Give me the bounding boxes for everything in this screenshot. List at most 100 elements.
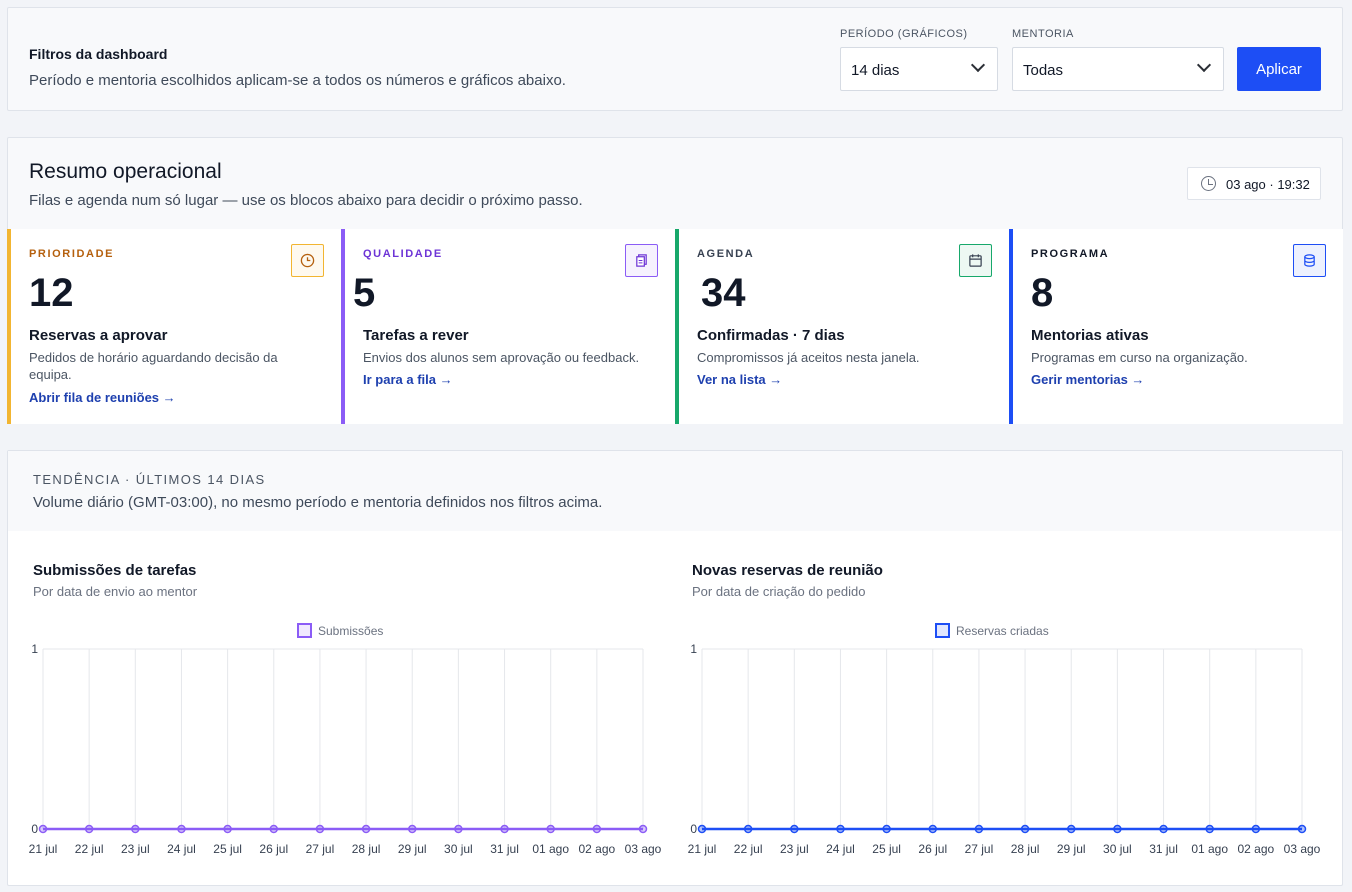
go-to-queue-link[interactable]: Ir para a fila → <box>363 372 453 387</box>
kpi-name: Mentorias ativas <box>1031 327 1149 344</box>
x-tick-label: 31 jul <box>490 842 519 856</box>
data-point[interactable] <box>974 824 984 834</box>
submissions-chart: Submissões 0 1 21 jul 22 jul 23 jul 24 jul 25 j… <box>29 623 662 856</box>
dashboard-filters-panel: Filtros da dashboard Período e mentoria … <box>7 7 1343 111</box>
clipboard-icon <box>625 244 658 277</box>
meeting-bookings-chart: Reservas criadas 0 1 21 jul 22 jul 23 jul 24 j… <box>688 623 1321 856</box>
data-point[interactable] <box>315 824 325 834</box>
data-point[interactable] <box>638 824 648 834</box>
x-tick-label: 27 jul <box>965 842 994 856</box>
kpi-card-quality: QUALIDADE 5 Tarefas a rever Envios dos a… <box>341 229 675 424</box>
kpi-value: 5 <box>353 271 376 315</box>
filters-subtitle: Período e mentoria escolhidos aplicam-se… <box>29 72 566 89</box>
data-point[interactable] <box>1251 824 1261 834</box>
kpi-tag: PRIORIDADE <box>29 248 115 260</box>
x-tick-label: 02 ago <box>578 842 615 856</box>
mentoring-label: MENTORIA <box>1012 28 1074 40</box>
chart-title: Submissões de tarefas <box>33 562 197 579</box>
x-tick-label: 30 jul <box>444 842 473 856</box>
x-tick-label: 26 jul <box>918 842 947 856</box>
x-tick-label: 01 ago <box>1191 842 1228 856</box>
data-point[interactable] <box>1159 824 1168 834</box>
open-meetings-queue-link[interactable]: Abrir fila de reuniões → <box>29 390 176 405</box>
view-list-link[interactable]: Ver na lista → <box>697 372 783 387</box>
legend-swatch <box>297 623 312 638</box>
data-point[interactable] <box>1297 824 1307 834</box>
kpi-description: Pedidos de horário aguardando decisão da… <box>29 350 278 382</box>
kpi-tag: QUALIDADE <box>363 248 443 260</box>
data-point[interactable] <box>928 824 938 834</box>
timestamp-badge: 03 ago · 19:32 <box>1187 167 1321 200</box>
kpi-value: 34 <box>701 271 746 315</box>
data-point[interactable] <box>546 824 555 834</box>
data-point[interactable] <box>361 824 371 834</box>
trend-panel: TENDÊNCIA · ÚLTIMOS 14 DIAS Volume diári… <box>7 450 1343 886</box>
summary-title: Resumo operacional <box>29 160 222 183</box>
period-select[interactable]: 14 dias <box>840 47 998 91</box>
data-point[interactable] <box>1066 824 1076 834</box>
data-point[interactable] <box>407 824 417 834</box>
database-icon <box>1293 244 1326 277</box>
kpi-card-agenda: AGENDA 34 Confirmadas · 7 dias Compromis… <box>675 229 1009 424</box>
period-select-value: 14 dias <box>851 62 900 79</box>
data-point[interactable] <box>84 824 94 834</box>
x-tick-label: 30 jul <box>1103 842 1132 856</box>
kpi-value: 8 <box>1031 271 1054 315</box>
kpi-name: Tarefas a rever <box>363 327 469 344</box>
data-point[interactable] <box>223 824 232 834</box>
data-point[interactable] <box>177 824 186 834</box>
data-point[interactable] <box>38 824 48 834</box>
x-tick-label: 31 jul <box>1149 842 1178 856</box>
chevron-down-icon <box>1196 57 1212 73</box>
period-label: PERÍODO (GRÁFICOS) <box>840 28 968 40</box>
data-point[interactable] <box>1020 824 1030 834</box>
data-point[interactable] <box>882 824 891 834</box>
kpi-tag: AGENDA <box>697 248 755 260</box>
x-tick-label: 21 jul <box>29 842 58 856</box>
data-point[interactable] <box>131 824 140 834</box>
x-tick-label: 28 jul <box>352 842 381 856</box>
chart-subtitle: Por data de criação do pedido <box>692 584 866 599</box>
calendar-icon <box>959 244 992 277</box>
data-point[interactable] <box>743 824 753 834</box>
x-tick-label: 24 jul <box>167 842 196 856</box>
data-point[interactable] <box>1113 824 1122 834</box>
chart-subtitle: Por data de envio ao mentor <box>33 584 198 599</box>
x-tick-label: 29 jul <box>1057 842 1086 856</box>
x-tick-label: 27 jul <box>306 842 335 856</box>
data-point[interactable] <box>790 824 799 834</box>
trend-subtitle: Volume diário (GMT-03:00), no mesmo perí… <box>33 494 603 511</box>
kpi-description: Compromissos já aceitos nesta janela. <box>697 350 920 365</box>
data-point[interactable] <box>454 824 463 834</box>
chart-legend[interactable]: Submissões <box>297 623 383 638</box>
kpi-description: Programas em curso na organização. <box>1031 350 1248 365</box>
kpi-description: Envios dos alunos sem aprovação ou feedb… <box>363 350 640 365</box>
data-point[interactable] <box>500 824 509 834</box>
data-point[interactable] <box>592 824 602 834</box>
legend-label: Submissões <box>318 624 383 638</box>
x-tick-label: 29 jul <box>398 842 427 856</box>
legend-swatch <box>935 623 950 638</box>
manage-mentorings-link[interactable]: Gerir mentorias → <box>1031 372 1145 387</box>
x-tick-label: 25 jul <box>213 842 242 856</box>
apply-button[interactable]: Aplicar <box>1237 47 1321 91</box>
x-tick-label: 22 jul <box>734 842 763 856</box>
legend-label: Reservas criadas <box>956 624 1049 638</box>
x-tick-label: 28 jul <box>1011 842 1040 856</box>
data-point[interactable] <box>269 824 279 834</box>
x-tick-label: 25 jul <box>872 842 901 856</box>
x-tick-label: 21 jul <box>688 842 717 856</box>
data-point[interactable] <box>697 824 707 834</box>
data-point[interactable] <box>1205 824 1214 834</box>
mentoring-select-value: Todas <box>1023 62 1064 79</box>
trend-header: TENDÊNCIA · ÚLTIMOS 14 DIAS Volume diári… <box>8 451 1342 531</box>
chart-title: Novas reservas de reunião <box>692 562 883 579</box>
chart-legend[interactable]: Reservas criadas <box>935 623 1049 638</box>
kpi-card-priority: PRIORIDADE 12 Reservas a aprovar Pedidos… <box>7 229 341 424</box>
data-point[interactable] <box>836 824 845 834</box>
y-tick-label: 0 <box>690 822 697 836</box>
x-tick-label: 22 jul <box>75 842 104 856</box>
summary-subtitle: Filas e agenda num só lugar — use os blo… <box>29 192 583 209</box>
mentoring-select[interactable]: Todas <box>1012 47 1224 91</box>
trend-tag: TENDÊNCIA · ÚLTIMOS 14 DIAS <box>33 472 266 487</box>
